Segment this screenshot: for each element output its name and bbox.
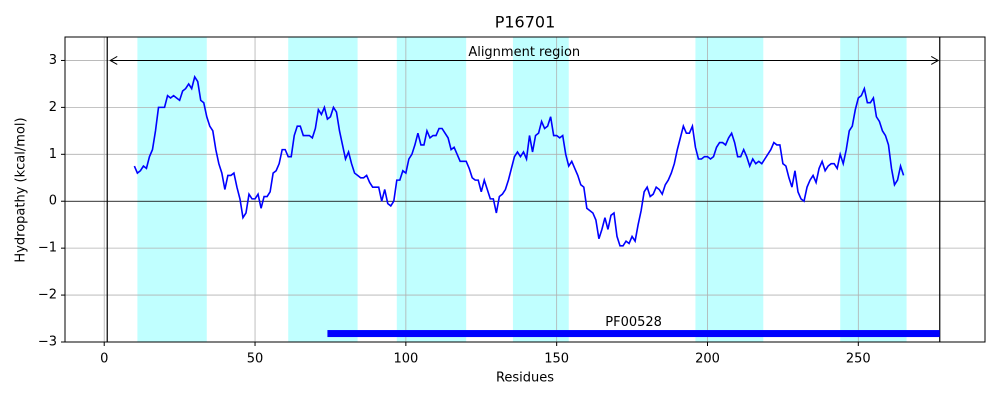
span <box>137 37 207 342</box>
span <box>396 37 467 342</box>
domain-label: PF00528 <box>605 315 662 330</box>
arrow-head <box>109 56 118 65</box>
x-tick-label: 150 <box>544 352 569 367</box>
domain-bar <box>327 330 940 338</box>
chart-title: P16701 <box>495 13 556 32</box>
region-label: Alignment region <box>468 45 580 60</box>
plot-frame <box>64 36 986 343</box>
y-tick-label: −1 <box>38 241 57 256</box>
y-tick-label: 0 <box>49 194 57 209</box>
x-tick-label: 0 <box>100 352 108 367</box>
y-axis-label: Hydropathy (kcal/mol) <box>14 117 29 262</box>
hydropathy-line <box>133 74 905 247</box>
span <box>288 37 358 342</box>
y-tick-label: 1 <box>49 147 57 162</box>
x-tick-label: 50 <box>247 352 264 367</box>
span <box>695 37 764 342</box>
x-tick-label: 250 <box>846 352 871 367</box>
arrow-head <box>930 56 940 65</box>
y-tick-label: −3 <box>38 335 57 350</box>
x-tick-label: 200 <box>695 352 720 367</box>
span <box>840 37 907 342</box>
y-tick-label: 3 <box>49 53 57 68</box>
span <box>512 37 569 342</box>
y-tick-label: −2 <box>38 288 57 303</box>
y-tick-label: 2 <box>49 100 57 115</box>
x-axis-label: Residues <box>496 371 554 386</box>
x-tick-label: 100 <box>393 352 418 367</box>
